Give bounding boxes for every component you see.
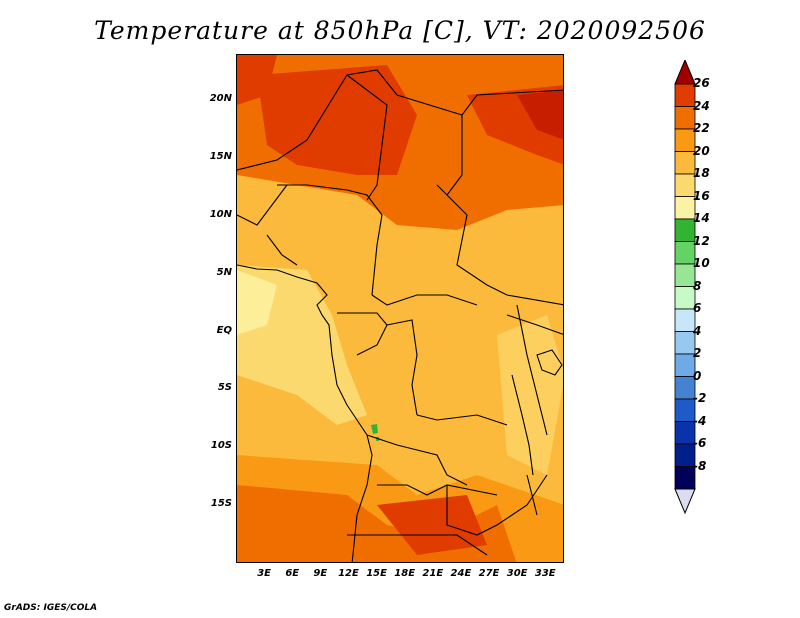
colorbar-box: [674, 151, 696, 175]
lon-label-1: 6E: [285, 568, 300, 579]
temperature-map: [236, 54, 564, 563]
colorbar-box: [674, 173, 696, 197]
colorbar-box: [674, 263, 696, 287]
field-central-warm: [387, 285, 537, 445]
colorbar-label-1: 24: [693, 98, 710, 113]
colorbar-box: [674, 196, 696, 220]
colorbar-label-11: 4: [693, 323, 702, 338]
colorbar-box: [674, 106, 696, 130]
field-gulf-cooler: [237, 270, 277, 335]
colorbar-label-0: 26: [693, 76, 710, 90]
lon-label-6: 21E: [422, 568, 444, 579]
colorbar-label-13: 0: [693, 368, 702, 383]
lon-label-8: 27E: [478, 568, 500, 579]
grads-credit: GrADS: IGES/COLA: [4, 603, 98, 613]
map-title: Temperature at 850hPa [C], VT: 202009250…: [94, 16, 706, 45]
colorbar-label-3: 20: [693, 143, 710, 158]
colorbar-box: [674, 353, 696, 377]
lon-label-4: 15E: [366, 568, 387, 579]
field-very-hot-north-west: [257, 65, 417, 175]
colorbar-label-2: 22: [693, 121, 710, 135]
colorbar-box: [674, 241, 696, 265]
colorbar-box: [674, 331, 696, 355]
colorbar-box: [674, 398, 696, 422]
temperature-field: [237, 55, 563, 562]
field-hottest-north-east: [517, 90, 563, 140]
lon-label-5: 18E: [394, 568, 416, 579]
colorbar-label-14: -2: [693, 391, 707, 405]
lat-label-5: 5S: [217, 382, 232, 394]
lon-label-2: 9E: [313, 568, 328, 579]
lat-label-7: 15S: [210, 498, 232, 510]
colorbar-label-4: 18: [693, 166, 710, 180]
lon-label-10: 33E: [534, 568, 556, 579]
colorbar-bottom-triangle: [674, 488, 696, 515]
colorbar-top-triangle: [674, 60, 696, 85]
lat-label-0: 20N: [209, 93, 232, 105]
country-borders: [237, 69, 563, 562]
lat-label-2: 10N: [209, 208, 232, 220]
colorbar-box: [674, 376, 696, 400]
lon-label-0: 3E: [257, 568, 271, 579]
colorbar-box: [674, 128, 696, 152]
lat-label-1: 15N: [209, 151, 232, 163]
colorbar-box: [674, 218, 696, 242]
colorbar-label-10: 6: [693, 301, 702, 315]
colorbar-label-17: -8: [693, 458, 707, 473]
colorbar-label-7: 12: [693, 233, 710, 248]
colorbar-box: [674, 286, 696, 310]
colorbar-box: [674, 308, 696, 332]
colorbar-box: [674, 83, 696, 107]
colorbar-label-8: 10: [693, 256, 710, 270]
colorbar-box: [674, 466, 696, 490]
lon-label-3: 12E: [338, 568, 359, 579]
colorbar-label-6: 14: [693, 211, 710, 225]
colorbar-label-15: -4: [693, 413, 707, 428]
colorbar-label-9: 8: [693, 278, 702, 293]
lat-label-3: 5N: [216, 266, 232, 278]
field-southern-hottest: [377, 495, 487, 555]
colorbar-label-16: -6: [693, 436, 707, 450]
lon-label-7: 24E: [450, 568, 472, 579]
lat-label-4: EQ: [216, 324, 232, 336]
colorbar-label-12: 2: [693, 346, 702, 360]
colorbar-label-5: 16: [693, 188, 710, 203]
colorbar: [674, 60, 696, 515]
field-green-spot: [371, 424, 378, 434]
colorbar-box: [674, 443, 696, 467]
field-northwest-warm: [237, 55, 277, 105]
colorbar-box: [674, 421, 696, 445]
lon-label-9: 30E: [506, 568, 528, 579]
lat-label-6: 10S: [210, 440, 232, 452]
